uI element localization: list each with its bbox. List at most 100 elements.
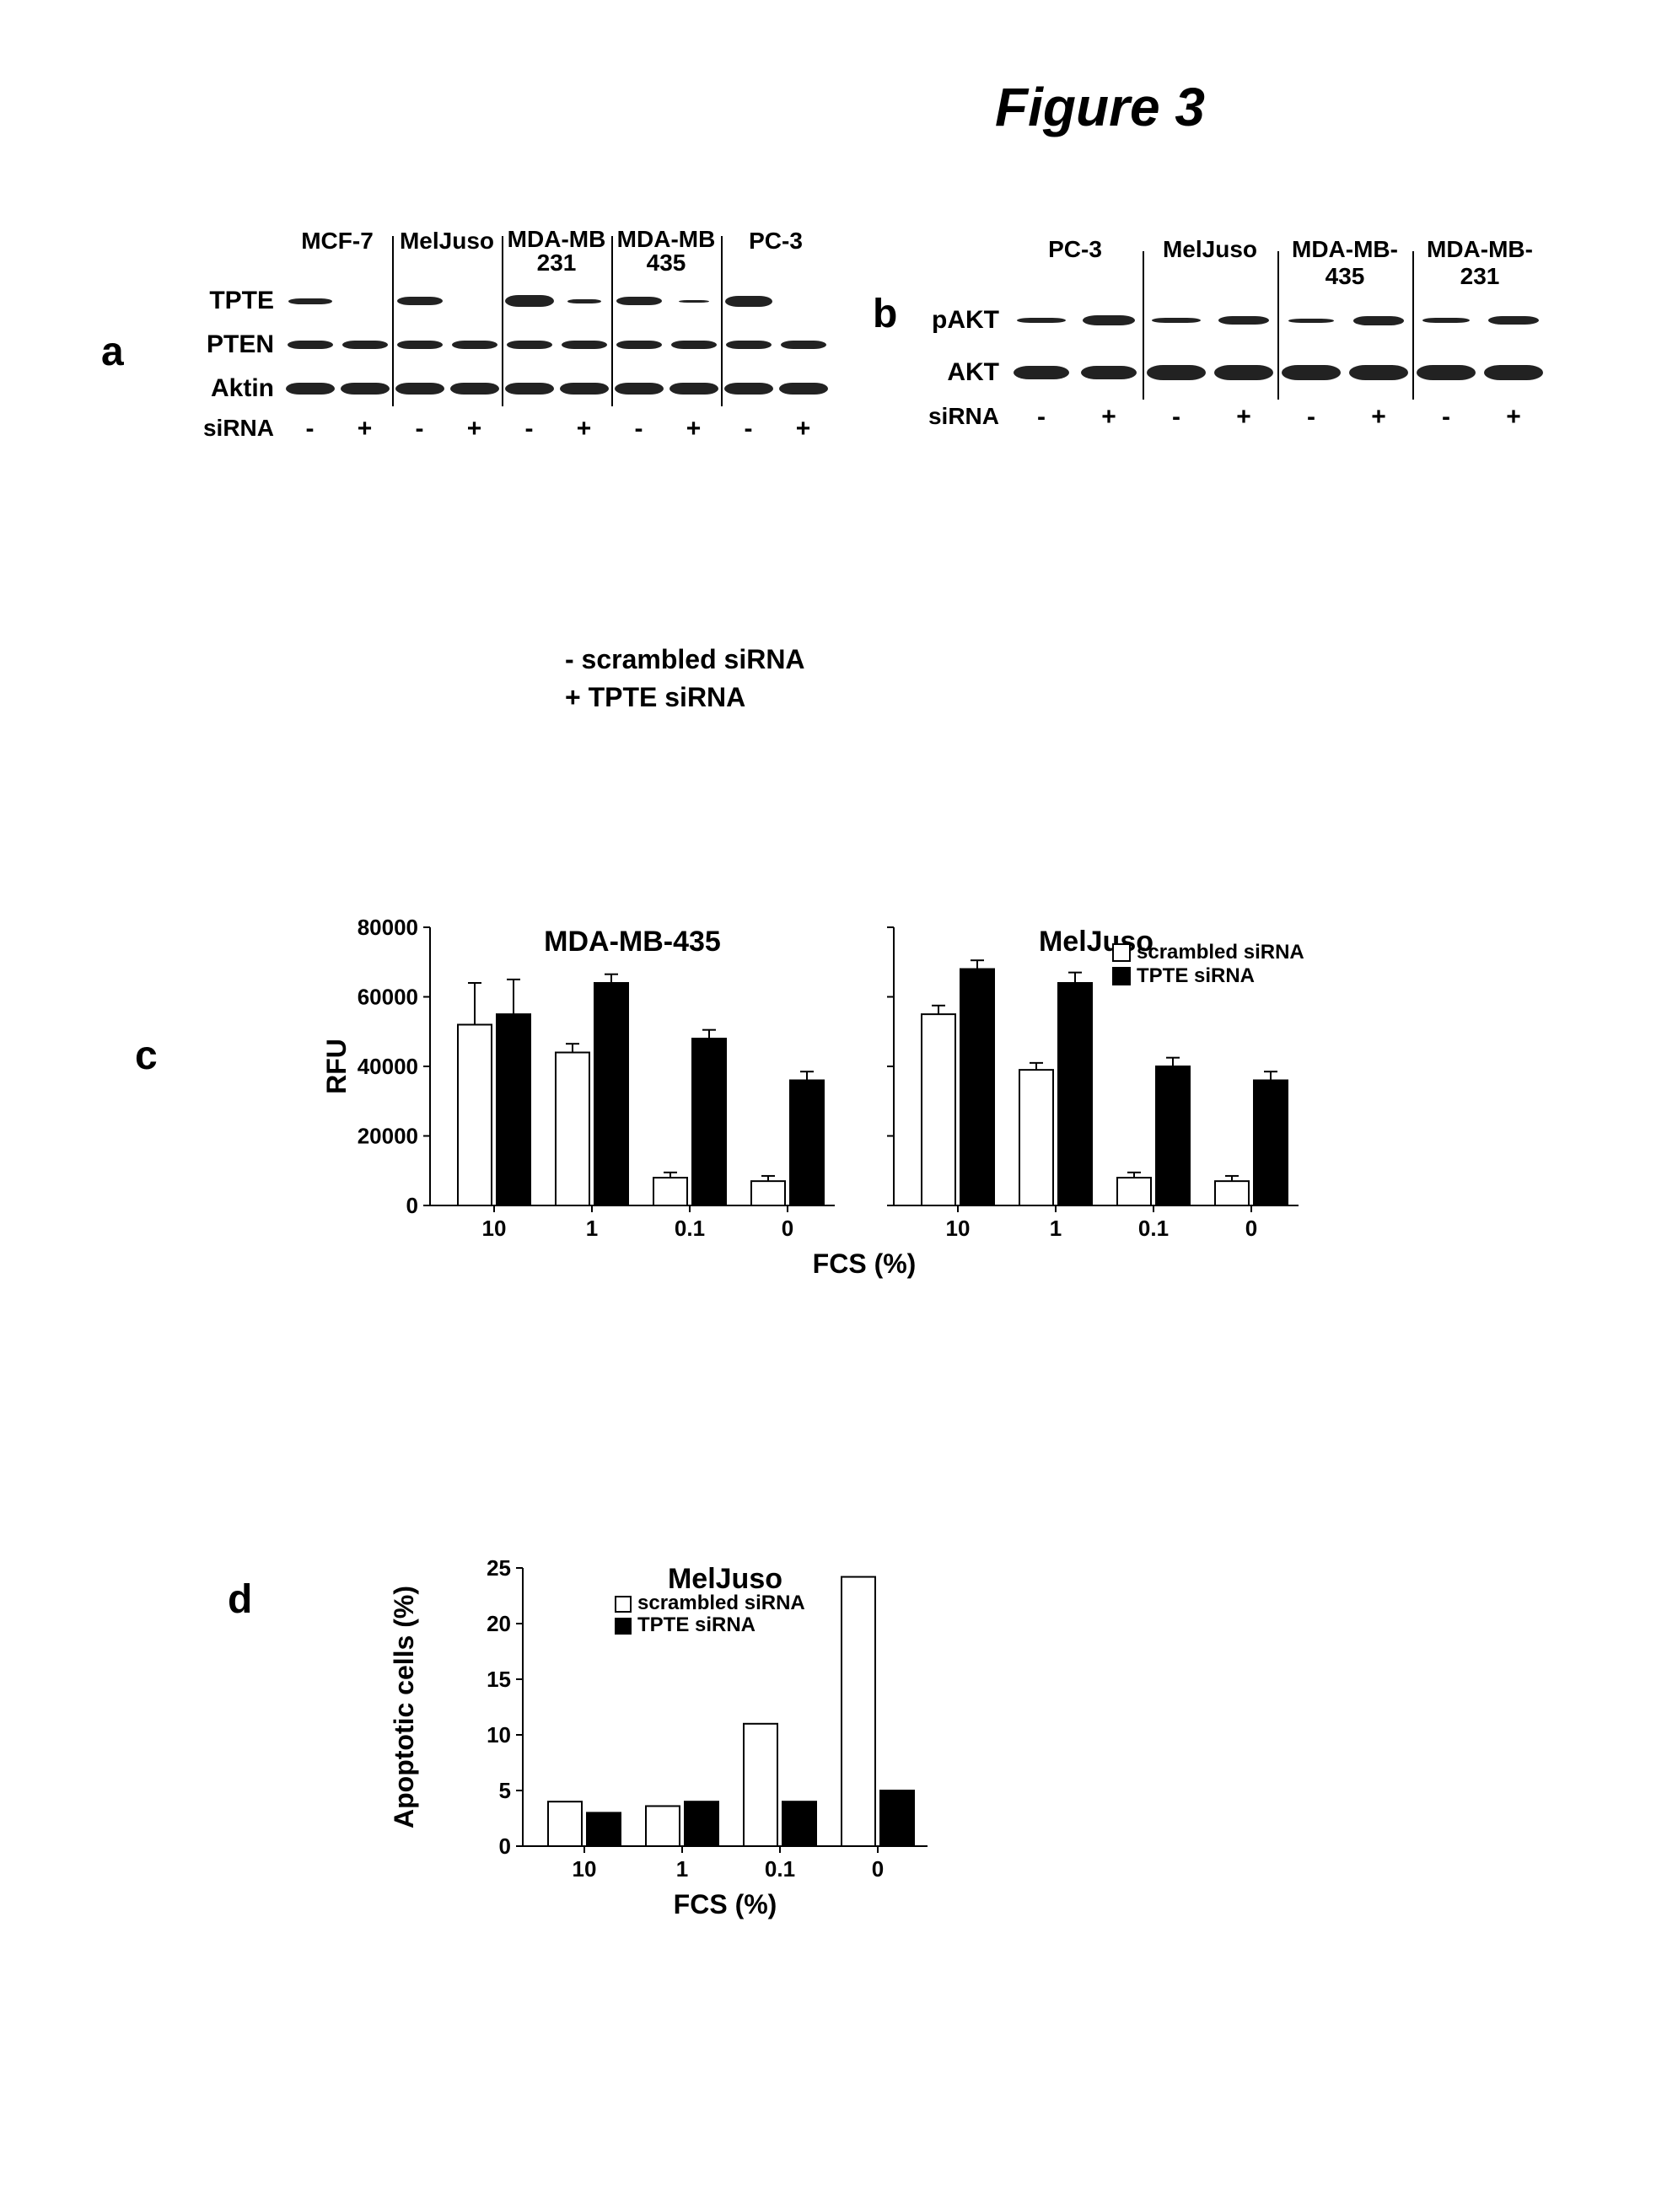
svg-text:0.1: 0.1 <box>765 1856 795 1882</box>
panel-d-svg: 0510152025Apoptotic cells (%)MelJuso1010… <box>388 1543 978 1964</box>
blot-header-cell: PC-3 <box>1008 236 1143 290</box>
sirna-mark: - <box>1277 403 1345 432</box>
svg-text:TPTE siRNA: TPTE siRNA <box>1137 964 1255 987</box>
blot-band <box>726 341 772 349</box>
blot-band <box>505 295 554 307</box>
sirna-mark: + <box>1210 403 1277 432</box>
blot-row-label: pAKT <box>915 306 1008 335</box>
svg-text:0: 0 <box>1245 1216 1257 1241</box>
blot-band <box>1288 319 1334 323</box>
panel-c-svg: 020000400006000080000RFUMDA-MB-4351010.1… <box>320 902 1332 1315</box>
blot-divider <box>611 236 613 406</box>
svg-text:TPTE siRNA: TPTE siRNA <box>637 1613 756 1636</box>
blot-band <box>562 341 607 349</box>
sirna-mark: - <box>1143 403 1210 432</box>
svg-text:Apoptotic cells (%): Apoptotic cells (%) <box>389 1586 419 1828</box>
sirna-mark: - <box>502 415 557 443</box>
svg-text:FCS (%): FCS (%) <box>674 1889 777 1919</box>
panel-d-label: d <box>228 1576 252 1623</box>
blot-band <box>669 383 718 395</box>
blot-band <box>1017 318 1066 323</box>
svg-text:40000: 40000 <box>358 1054 418 1079</box>
blot-divider <box>1277 251 1279 400</box>
blot-band <box>560 383 609 395</box>
sirna-mark: + <box>776 415 831 443</box>
blot-header-cell: MDA-MB231 <box>502 228 611 275</box>
svg-text:FCS (%): FCS (%) <box>813 1248 917 1279</box>
sirna-mark: + <box>337 415 392 443</box>
sirna-mark: - <box>392 415 447 443</box>
svg-text:1: 1 <box>676 1856 688 1882</box>
blot-band <box>616 297 662 305</box>
blot-row-label: TPTE <box>190 287 282 315</box>
svg-text:RFU: RFU <box>321 1039 352 1094</box>
blot-band <box>341 383 390 395</box>
blot-band <box>671 341 717 349</box>
blot-band <box>616 341 662 349</box>
svg-text:25: 25 <box>487 1555 511 1581</box>
blot-band <box>286 383 335 395</box>
blot-band <box>724 383 773 395</box>
blot-band <box>1417 365 1476 380</box>
blot-band <box>1214 365 1273 380</box>
sirna-mark: + <box>1345 403 1412 432</box>
blot-header-cell: PC-3 <box>721 228 831 275</box>
blot-band <box>615 383 664 395</box>
legend-line2: + TPTE siRNA <box>565 679 805 717</box>
svg-text:5: 5 <box>499 1778 511 1803</box>
panel-b-blot: PC-3MelJusoMDA-MB-435MDA-MB-231pAKTAKTsi… <box>915 236 1564 432</box>
svg-text:MelJuso: MelJuso <box>668 1563 782 1595</box>
blot-band <box>781 341 826 349</box>
blot-band <box>1152 318 1201 323</box>
blot-header-cell: MDA-MB435 <box>611 228 721 275</box>
sirna-label: siRNA <box>915 403 1008 432</box>
blot-band <box>397 297 443 305</box>
panel-a-label: a <box>101 329 124 375</box>
svg-text:0.1: 0.1 <box>675 1216 705 1241</box>
blot-band <box>1282 365 1341 380</box>
blot-band <box>507 341 552 349</box>
blot-header-cell: MelJuso <box>392 228 502 275</box>
blot-band <box>679 300 709 303</box>
sirna-mark: + <box>1480 403 1547 432</box>
blot-band <box>395 383 444 395</box>
panel-c-chart: 020000400006000080000RFUMDA-MB-4351010.1… <box>320 902 1349 1357</box>
panel-c-label: c <box>135 1033 158 1079</box>
figure-title: Figure 3 <box>995 76 1205 138</box>
svg-text:10: 10 <box>487 1722 511 1748</box>
blot-row-label: PTEN <box>190 330 282 359</box>
sirna-legend: - scrambled siRNA + TPTE siRNA <box>565 641 805 717</box>
blot-divider <box>1412 251 1414 400</box>
svg-text:10: 10 <box>573 1856 597 1882</box>
blot-band <box>567 299 601 303</box>
sirna-mark: + <box>557 415 611 443</box>
svg-text:1: 1 <box>586 1216 598 1241</box>
panel-b-label: b <box>873 291 897 337</box>
blot-band <box>1484 365 1543 380</box>
sirna-mark: - <box>721 415 776 443</box>
svg-text:0: 0 <box>499 1833 511 1859</box>
blot-row-label: AKT <box>915 358 1008 387</box>
blot-band <box>288 341 333 349</box>
blot-band <box>288 298 332 304</box>
blot-header-cell: MCF-7 <box>282 228 392 275</box>
blot-band <box>1081 366 1137 379</box>
blot-band <box>1353 316 1404 325</box>
blot-band <box>1014 366 1069 379</box>
blot-band <box>342 341 388 349</box>
blot-header-cell: MelJuso <box>1143 236 1277 290</box>
blot-band <box>779 383 828 395</box>
blot-band <box>1083 315 1135 325</box>
blot-band <box>1147 365 1206 380</box>
sirna-mark: + <box>666 415 721 443</box>
blot-band <box>452 341 497 349</box>
svg-text:0: 0 <box>782 1216 793 1241</box>
blot-divider <box>1143 251 1144 400</box>
sirna-mark: - <box>611 415 666 443</box>
svg-text:1: 1 <box>1050 1216 1062 1241</box>
svg-text:scrambled siRNA: scrambled siRNA <box>637 1592 805 1614</box>
blot-header-cell: MDA-MB-231 <box>1412 236 1547 290</box>
blot-band <box>1349 365 1408 380</box>
svg-text:60000: 60000 <box>358 985 418 1010</box>
blot-band <box>397 341 443 349</box>
